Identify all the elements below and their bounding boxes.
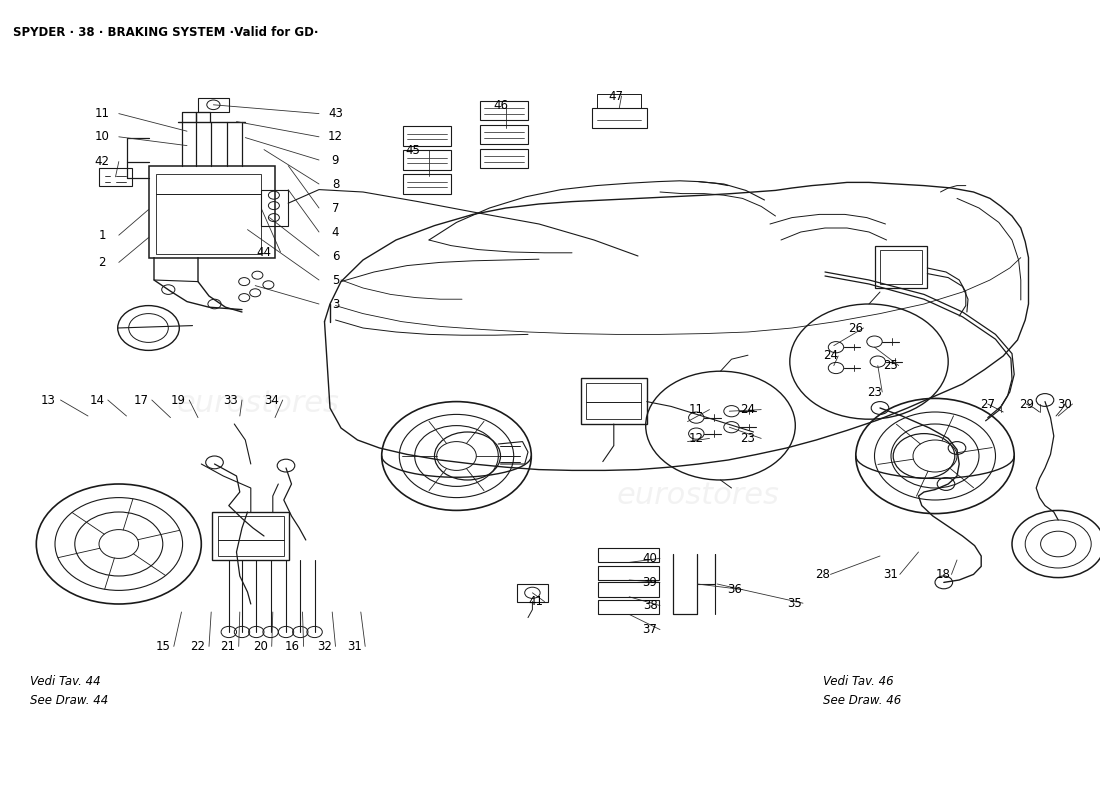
Bar bbox=[598, 548, 659, 562]
Text: 24: 24 bbox=[823, 350, 838, 362]
Bar bbox=[212, 512, 289, 560]
Bar bbox=[598, 600, 659, 614]
Bar bbox=[880, 250, 922, 284]
Text: See Draw. 46: See Draw. 46 bbox=[823, 694, 901, 706]
Bar bbox=[99, 168, 132, 186]
Bar bbox=[261, 190, 288, 226]
Text: 13: 13 bbox=[41, 394, 56, 406]
Bar bbox=[874, 246, 927, 288]
Bar bbox=[403, 126, 451, 146]
Text: 23: 23 bbox=[867, 386, 882, 398]
Text: 34: 34 bbox=[264, 394, 279, 406]
Text: 6: 6 bbox=[332, 250, 339, 262]
Text: Vedi Tav. 44: Vedi Tav. 44 bbox=[30, 675, 100, 688]
Text: 39: 39 bbox=[642, 576, 658, 589]
Text: 15: 15 bbox=[155, 640, 170, 653]
Text: 24: 24 bbox=[740, 403, 756, 416]
Text: 10: 10 bbox=[95, 130, 110, 143]
Text: Vedi Tav. 46: Vedi Tav. 46 bbox=[823, 675, 893, 688]
Bar bbox=[403, 174, 451, 194]
Text: 43: 43 bbox=[328, 107, 343, 120]
Text: 3: 3 bbox=[332, 298, 339, 310]
Text: 37: 37 bbox=[642, 623, 658, 636]
Text: 30: 30 bbox=[1057, 398, 1072, 410]
Text: 28: 28 bbox=[815, 568, 830, 581]
Text: 21: 21 bbox=[220, 640, 235, 653]
Text: 11: 11 bbox=[689, 403, 704, 416]
Bar bbox=[586, 383, 641, 419]
Text: 47: 47 bbox=[608, 90, 624, 102]
Text: 46: 46 bbox=[493, 99, 508, 112]
Text: 44: 44 bbox=[256, 246, 272, 258]
Text: See Draw. 44: See Draw. 44 bbox=[30, 694, 108, 706]
Bar bbox=[403, 150, 451, 170]
Text: 42: 42 bbox=[95, 155, 110, 168]
Text: 25: 25 bbox=[883, 359, 899, 372]
Bar bbox=[480, 101, 528, 120]
Bar bbox=[218, 516, 284, 556]
Text: 17: 17 bbox=[133, 394, 148, 406]
Text: eurostores: eurostores bbox=[177, 390, 340, 418]
Bar bbox=[198, 98, 229, 112]
Bar bbox=[592, 108, 647, 128]
Text: 4: 4 bbox=[332, 226, 339, 238]
Text: 31: 31 bbox=[883, 568, 899, 581]
Text: eurostores: eurostores bbox=[617, 482, 780, 510]
Text: SPYDER · 38 · BRAKING SYSTEM ·Valid for GD·: SPYDER · 38 · BRAKING SYSTEM ·Valid for … bbox=[13, 26, 319, 38]
Text: 12: 12 bbox=[689, 432, 704, 445]
Text: 19: 19 bbox=[170, 394, 186, 406]
Text: 1: 1 bbox=[99, 229, 106, 242]
Text: 45: 45 bbox=[405, 144, 420, 157]
Bar bbox=[598, 566, 659, 580]
Text: 9: 9 bbox=[332, 154, 339, 166]
Text: 38: 38 bbox=[642, 599, 658, 612]
Text: 14: 14 bbox=[89, 394, 104, 406]
Text: 41: 41 bbox=[528, 595, 543, 608]
Text: 26: 26 bbox=[848, 322, 864, 334]
Text: 16: 16 bbox=[285, 640, 300, 653]
Bar bbox=[597, 94, 641, 108]
Text: 11: 11 bbox=[95, 107, 110, 120]
Text: 29: 29 bbox=[1019, 398, 1034, 410]
Text: 2: 2 bbox=[99, 256, 106, 269]
Text: 22: 22 bbox=[190, 640, 206, 653]
Bar bbox=[517, 584, 548, 602]
Text: 27: 27 bbox=[980, 398, 996, 410]
Bar bbox=[156, 174, 261, 254]
Text: 8: 8 bbox=[332, 178, 339, 190]
Text: 35: 35 bbox=[786, 597, 802, 610]
Bar bbox=[581, 378, 647, 424]
Text: 12: 12 bbox=[328, 130, 343, 143]
Text: 18: 18 bbox=[935, 568, 950, 581]
Text: 23: 23 bbox=[740, 432, 756, 445]
Text: 40: 40 bbox=[642, 552, 658, 565]
Bar bbox=[148, 166, 275, 258]
Text: 32: 32 bbox=[317, 640, 332, 653]
Bar bbox=[598, 582, 659, 597]
Bar bbox=[480, 149, 528, 168]
Text: 20: 20 bbox=[253, 640, 268, 653]
Text: 5: 5 bbox=[332, 274, 339, 286]
Text: 31: 31 bbox=[346, 640, 362, 653]
Text: 36: 36 bbox=[727, 583, 742, 596]
Text: 7: 7 bbox=[332, 202, 339, 214]
Text: 33: 33 bbox=[223, 394, 239, 406]
Bar bbox=[480, 125, 528, 144]
